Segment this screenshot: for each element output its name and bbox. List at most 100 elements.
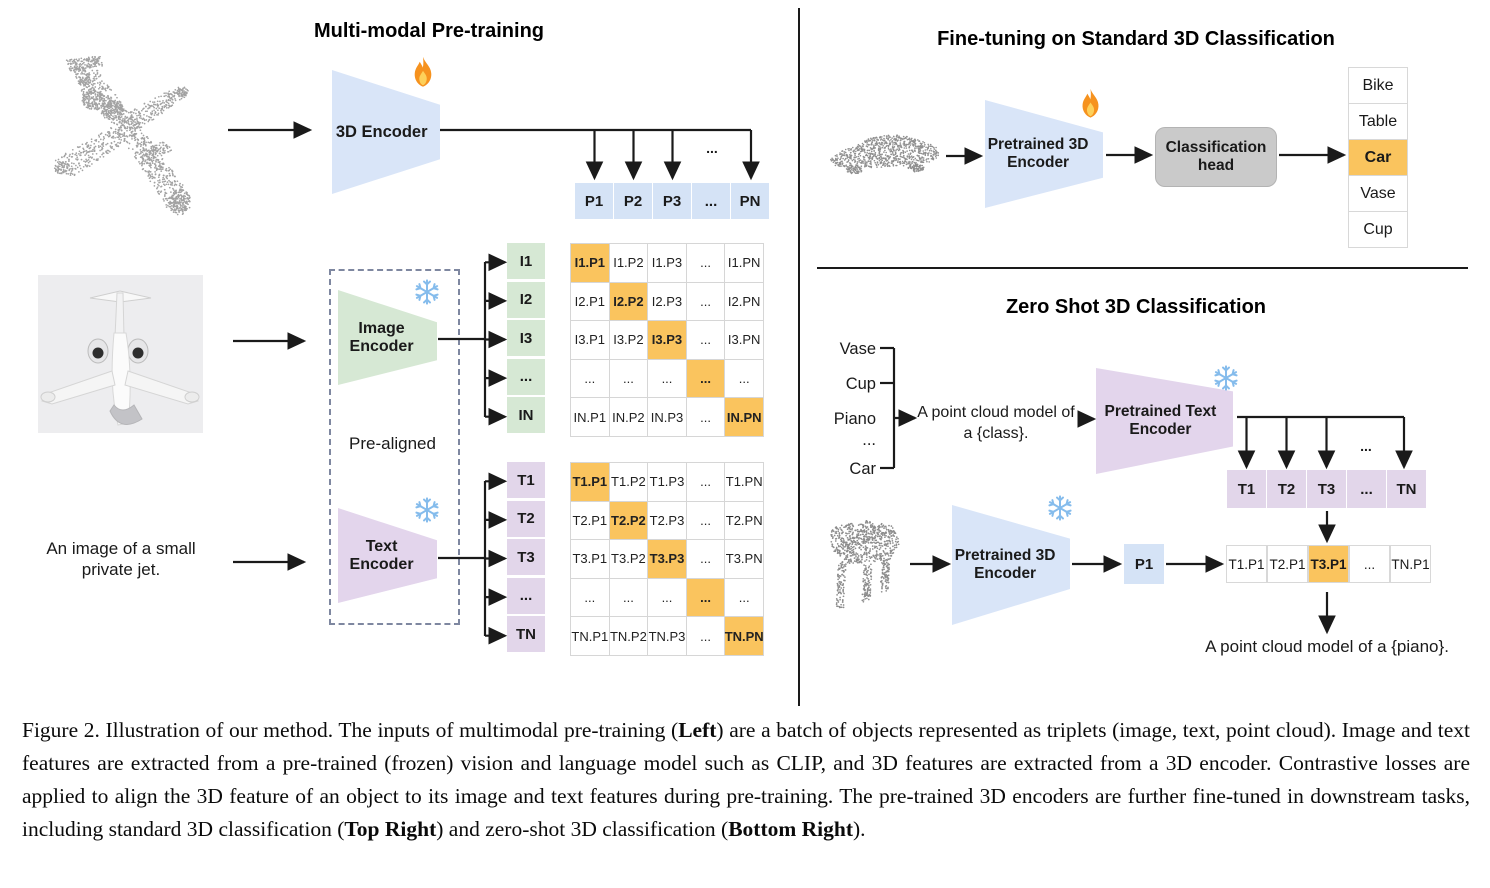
text-feature-row-cell: T1 <box>1227 470 1266 508</box>
class-list-item: Car <box>1348 139 1408 176</box>
text-feature-row-cell: T3 <box>1307 470 1346 508</box>
text-point-similarity-grid: T1.P1 T1.P2 T1.P3... T1.PN T2.P1 T2.P2 T2.P3..… <box>570 462 764 656</box>
p1-feature-cell: P1 <box>1124 544 1164 584</box>
zeroshot-class-word: ... <box>862 431 876 449</box>
text-point-similarity-cell: TN.PN <box>725 617 764 656</box>
classification-head: Classification head <box>1155 127 1277 187</box>
fire-icon <box>410 56 436 88</box>
snowflake-icon <box>1046 494 1074 522</box>
text-point-similarity-cell: ... <box>648 578 687 618</box>
snowflake-icon <box>413 496 441 524</box>
text-feature-cell: TN <box>507 616 545 653</box>
figure-2: Multi-modal Pre-training 3D Encoder P1 P2… <box>38 8 1468 706</box>
text-feature-row-cell: T2 <box>1267 470 1306 508</box>
image-point-similarity-cell: ... <box>686 398 726 437</box>
image-encoder-label: Image Encoder <box>349 319 414 355</box>
image-point-similarity-cell: ... <box>686 244 726 283</box>
figure-caption: Figure 2. Illustration of our method. Th… <box>22 714 1470 846</box>
text-point-similarity-cell: TN.P2 <box>609 617 649 656</box>
image-feature-cell: ... <box>507 358 545 395</box>
text-point-similarity-cell: T1.P3 <box>648 463 687 502</box>
text-point-similarity-cell: T3.PN <box>725 540 764 579</box>
vertical-divider <box>798 8 800 706</box>
text-point-similarity-cell: ... <box>609 578 649 618</box>
p-row-cell: ... <box>692 183 730 219</box>
image-point-similarity-cell: I1.P3 <box>648 244 687 283</box>
car-point-cloud <box>830 134 940 175</box>
image-point-similarity-cell: I2.PN <box>725 282 764 322</box>
text-point-similarity-cell: T2.PN <box>725 501 764 541</box>
text-point-similarity-cell: ... <box>686 578 726 618</box>
text-feature-row-cell: TN <box>1387 470 1426 508</box>
text-encoder-label: Text Encoder <box>349 537 414 573</box>
image-point-similarity-cell: I1.P2 <box>609 244 649 283</box>
image-point-similarity-cell: IN.PN <box>725 398 764 437</box>
pretraining-title: Multi-modal Pre-training <box>314 20 544 42</box>
pre-aligned-label: Pre-aligned <box>349 434 436 453</box>
image-point-similarity-cell: I1.P1 <box>571 244 610 283</box>
p-row-cell: PN <box>731 183 769 219</box>
text-point-similarity-cell: ... <box>686 501 726 541</box>
pretrained-text-encoder: Pretrained Text Encoder <box>1096 368 1233 474</box>
similarity-result-cell: T2.P1 <box>1267 545 1308 583</box>
text-point-similarity-cell: T1.PN <box>725 463 764 502</box>
image-point-similarity-cell: I3.P3 <box>648 321 687 360</box>
pretrained-3d-encoder-zeroshot: Pretrained 3D Encoder <box>952 505 1070 625</box>
encoder-3d: 3D Encoder <box>332 70 440 194</box>
text-feature-row-cell: ... <box>1347 470 1386 508</box>
class-list-item: Bike <box>1348 67 1408 104</box>
p-row-cell: P3 <box>653 183 691 219</box>
class-list-item: Vase <box>1348 175 1408 212</box>
piano-point-cloud <box>830 520 900 609</box>
text-point-similarity-cell: TN.P3 <box>648 617 687 656</box>
text-feature-cell: T3 <box>507 539 545 576</box>
image-point-similarity-cell: I3.PN <box>725 321 764 360</box>
caption-bold-segment: Left <box>678 718 717 742</box>
zeroshot-class-word: Piano <box>833 410 876 428</box>
text-point-similarity-cell: T3.P2 <box>609 540 649 579</box>
pretrained-text-encoder-label: Pretrained Text Encoder <box>1104 403 1217 438</box>
caption-segment: ) are a batch of objects represented as … <box>22 718 1471 841</box>
pretrained-3d-encoder-label: Pretrained 3D Encoder <box>987 136 1089 171</box>
text-point-similarity-cell: TN.P1 <box>571 617 610 656</box>
image-point-similarity-cell: ... <box>609 359 649 399</box>
image-feature-cell: I2 <box>507 281 545 318</box>
text-point-similarity-cell: T1.P1 <box>571 463 610 502</box>
image-point-similarity-cell: I2.P1 <box>571 282 610 322</box>
prompt-line-2: a {class}. <box>963 425 1029 442</box>
zeroshot-result-text: A point cloud model of a {piano}. <box>1205 637 1449 656</box>
caption-segment: Figure 2. Illustration of our method. Th… <box>22 718 679 742</box>
p-row-ellipsis: ... <box>706 140 718 156</box>
image-encoder: Image Encoder <box>338 290 437 385</box>
image-point-similarity-cell: ... <box>571 359 610 399</box>
image-feature-cell: I3 <box>507 320 545 357</box>
pretrained-3d-encoder-finetune: Pretrained 3D Encoder <box>985 100 1103 208</box>
airplane-point-cloud <box>53 56 191 216</box>
class-list-item: Cup <box>1348 211 1408 248</box>
class-list-item: Table <box>1348 103 1408 140</box>
image-feature-cell: I1 <box>507 243 545 279</box>
image-point-similarity-cell: I2.P2 <box>609 282 649 322</box>
similarity-result-cell: ... <box>1349 545 1390 583</box>
encoder-3d-label: 3D Encoder <box>335 122 428 141</box>
snowflake-icon <box>413 278 441 306</box>
similarity-result-cell: T1.P1 <box>1226 545 1267 583</box>
image-point-similarity-cell: I3.P1 <box>571 321 610 360</box>
caption-segment: ) and zero-shot 3D classification ( <box>436 817 729 841</box>
private-jet-photo <box>38 275 203 433</box>
snowflake-icon <box>1212 364 1240 392</box>
text-point-similarity-cell: T2.P2 <box>609 501 649 541</box>
image-point-similarity-cell: I3.P2 <box>609 321 649 360</box>
image-point-similarity-cell: ... <box>686 282 726 322</box>
text-feature-cell: T1 <box>507 462 545 498</box>
prompt-line-1: A point cloud model of <box>917 404 1075 421</box>
zeroshot-class-word: Car <box>849 460 876 478</box>
text-point-similarity-cell: ... <box>686 617 726 656</box>
image-point-similarity-cell: I2.P3 <box>648 282 687 322</box>
text-point-similarity-cell: T1.P2 <box>609 463 649 502</box>
text-point-similarity-cell: ... <box>686 540 726 579</box>
finetune-title: Fine-tuning on Standard 3D Classificatio… <box>937 28 1335 50</box>
prompt-text: A point cloud model of a {class}. <box>913 402 1079 444</box>
text-point-similarity-cell: T3.P3 <box>648 540 687 579</box>
pre-aligned-box <box>329 269 460 625</box>
